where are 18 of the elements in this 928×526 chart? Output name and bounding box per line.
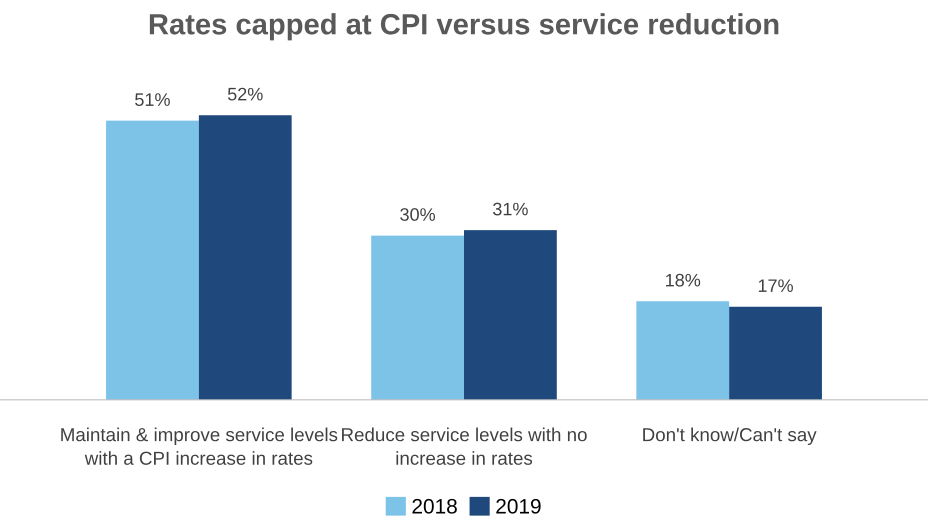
bar xyxy=(106,120,199,400)
data-label: 51% xyxy=(135,93,170,106)
bar xyxy=(636,301,730,400)
x-tick-label: Maintain & improve service levels with a CPI increase in rates xyxy=(61,428,338,465)
bar xyxy=(464,230,557,400)
data-label: 17% xyxy=(758,279,793,292)
x-tick-label: Don't know/Can't say xyxy=(643,428,817,446)
bar xyxy=(198,115,292,400)
chart-title: Rates capped at CPI versus service reduction xyxy=(150,13,778,40)
bar xyxy=(371,236,464,400)
data-label: 18% xyxy=(666,274,700,287)
legend-label: 2019 xyxy=(496,498,541,514)
legend-label: 2018 xyxy=(412,498,457,514)
x-tick-label: Reduce service levels with no increase in rates xyxy=(342,428,587,465)
data-label: 31% xyxy=(493,202,528,216)
data-label: 52% xyxy=(228,88,263,101)
bar xyxy=(729,306,822,400)
data-label: 30% xyxy=(400,208,436,221)
